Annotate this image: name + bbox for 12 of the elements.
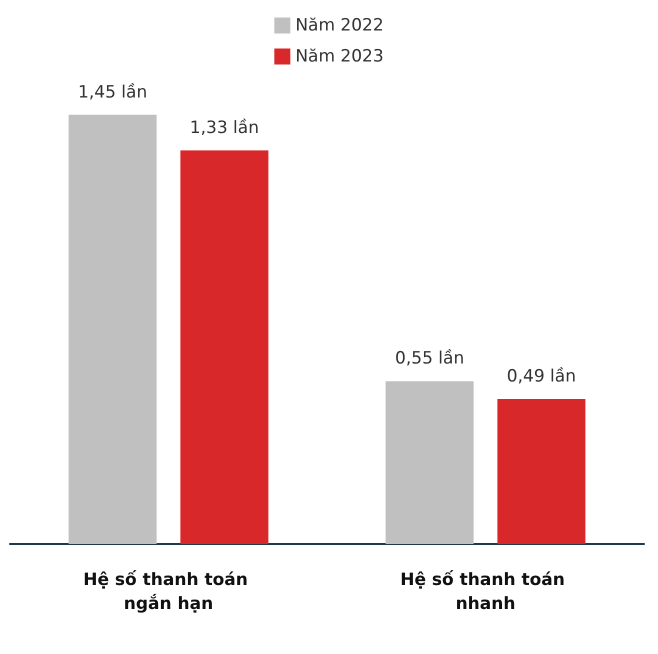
data-label: 1,33 lần <box>190 118 259 138</box>
bar <box>180 150 268 544</box>
data-label: 1,45 lần <box>78 82 148 102</box>
legend-label: Năm 2023 <box>295 46 384 66</box>
legend-label: Năm 2022 <box>295 16 384 36</box>
data-label: 0,55 lần <box>395 348 464 369</box>
bar <box>497 398 586 544</box>
data-label: 0,49 lần <box>506 366 576 386</box>
bar <box>68 114 157 544</box>
x-tick-label: Hệ số thanh toán ngắn hạn <box>83 570 254 614</box>
x-tick-label: Hệ số thanh toán nhanh <box>400 570 571 614</box>
bar <box>386 381 474 544</box>
